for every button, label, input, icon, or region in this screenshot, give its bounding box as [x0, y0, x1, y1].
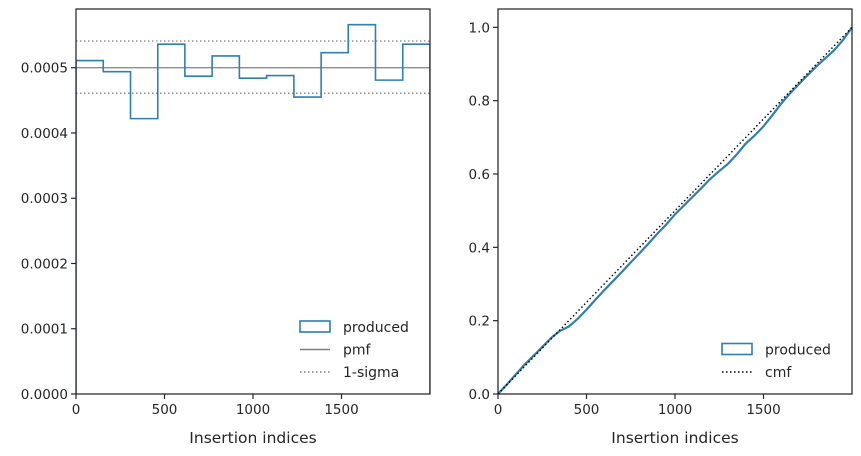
- right-ytick-label: 1.0: [469, 20, 490, 36]
- right-xtick-label: 500: [574, 402, 600, 418]
- left-xtick-label: 500: [152, 402, 178, 418]
- left-axes-frame: [75, 8, 431, 395]
- left-ytick-label: 0.0002: [21, 256, 68, 272]
- right-ytick-label: 0.6: [469, 167, 490, 183]
- left-ytick-label: 0.0004: [21, 126, 68, 142]
- right-ytick-label: 0.4: [469, 240, 490, 256]
- legend-handle-produced: [721, 342, 753, 356]
- right-ytick-label: 0.8: [469, 94, 490, 110]
- left-ytick-label: 0.0001: [21, 322, 68, 338]
- right-axes-frame: [497, 8, 853, 395]
- legend-label-cmf: cmf: [765, 365, 792, 381]
- right-ytick-label: 0.0: [469, 387, 490, 403]
- left-chart-histogram: 0 500 1000 1500 0.0000 0.0001 0.0002 0.0003 0.00…: [21, 8, 431, 447]
- left-xlabel: Insertion indices: [189, 429, 316, 447]
- right-xtick-label: 0: [494, 402, 503, 418]
- right-xtick-label: 1500: [746, 402, 780, 418]
- right-ytick-label: 0.2: [469, 314, 490, 330]
- left-xtick-label: 1000: [236, 402, 270, 418]
- legend-handle-produced: [299, 320, 331, 333]
- left-ytick-label: 0.0000: [21, 387, 68, 403]
- legend-label-pmf: pmf: [343, 343, 372, 359]
- right-xtick-label: 1000: [658, 402, 692, 418]
- left-ytick-label: 0.0005: [21, 61, 68, 77]
- series-produced-histogram: [76, 23, 430, 394]
- left-xtick-label: 1500: [324, 402, 358, 418]
- left-plot-area: [76, 23, 430, 394]
- right-xlabel: Insertion indices: [611, 429, 738, 447]
- right-legend: produced cmf: [721, 342, 831, 381]
- left-xtick-label: 0: [72, 402, 81, 418]
- legend-label-1-sigma: 1-sigma: [343, 365, 399, 381]
- series-cmf-line: [498, 26, 852, 394]
- left-ytick-label: 0.0003: [21, 191, 68, 207]
- right-chart-cumulative: 0 500 1000 1500 0.0 0.2 0.4 0.6 0.8 1.0 Insertion …: [469, 8, 853, 447]
- right-plot-area: [498, 26, 852, 394]
- legend-label-produced: produced: [765, 343, 831, 359]
- left-legend: produced pmf 1-sigma: [299, 320, 409, 381]
- legend-label-produced: produced: [343, 320, 409, 336]
